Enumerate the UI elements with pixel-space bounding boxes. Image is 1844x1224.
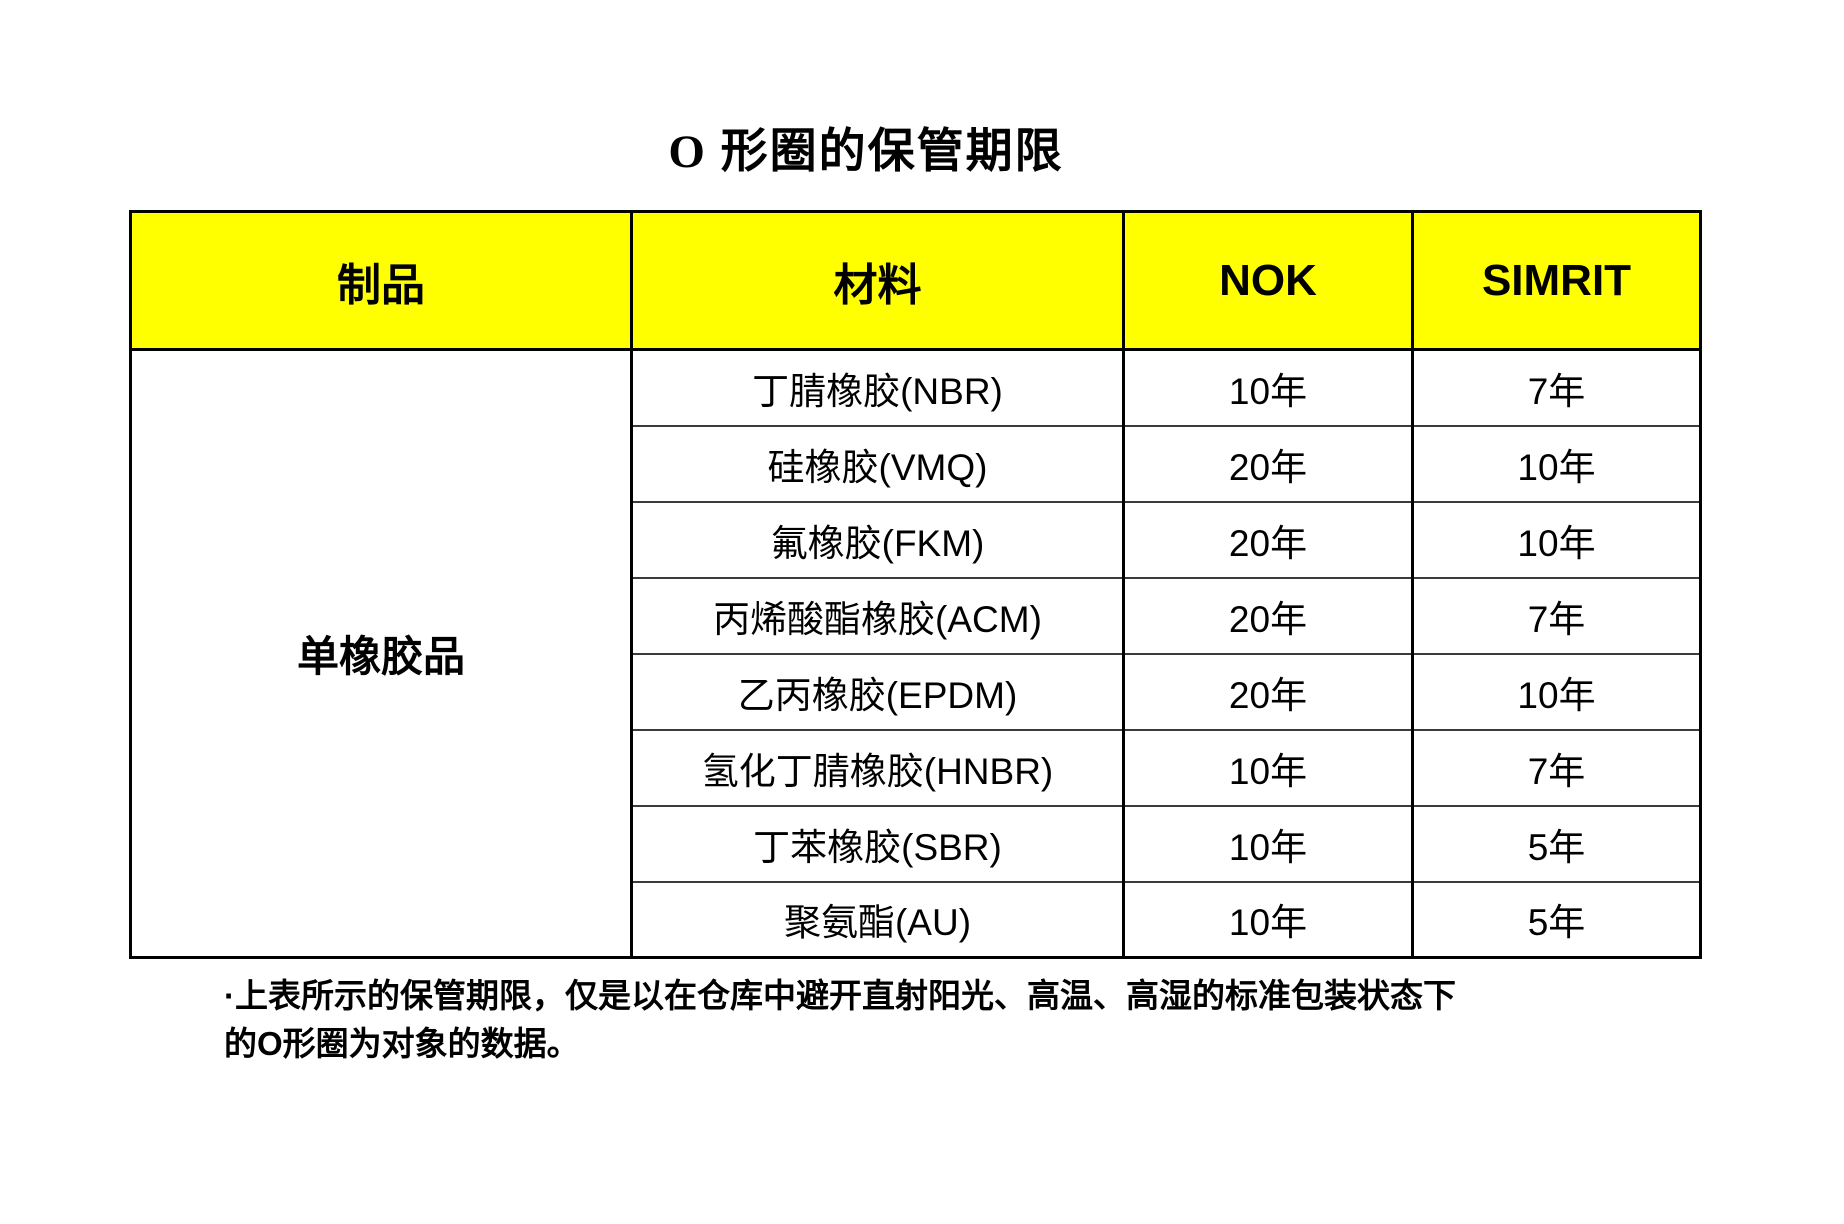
header-row: 制品 材料 NOK SIMRIT <box>129 211 1702 351</box>
material-cell: 硅橡胶(VMQ) <box>630 424 1125 503</box>
simrit-cell: 7年 <box>1411 576 1702 655</box>
material-cell: 乙丙橡胶(EPDM) <box>630 652 1125 731</box>
nok-cell: 20年 <box>1122 424 1414 503</box>
material-cell: 氢化丁腈橡胶(HNBR) <box>630 728 1125 807</box>
header-simrit: SIMRIT <box>1411 211 1702 351</box>
nok-cell: 20年 <box>1122 576 1414 655</box>
material-cell: 丁腈橡胶(NBR) <box>630 348 1125 427</box>
simrit-cell: 10年 <box>1411 500 1702 579</box>
footnote-line2: 的O形圈为对象的数据。 <box>224 1025 580 1062</box>
material-cell: 聚氨酯(AU) <box>630 880 1125 959</box>
footnote: ·上表所示的保管期限，仅是以在仓库中避开直射阳光、高温、高湿的标准包装状态下 的… <box>224 972 1584 1068</box>
table-row: 单橡胶品 丁腈橡胶(NBR) 10年 7年 <box>129 348 1702 958</box>
nok-cell: 20年 <box>1122 652 1414 731</box>
nok-cell: 10年 <box>1122 880 1414 959</box>
nok-cell: 20年 <box>1122 500 1414 579</box>
table-row: 聚氨酯(AU) 10年 5年 <box>131 880 1702 959</box>
material-cell: 氟橡胶(FKM) <box>630 500 1125 579</box>
table-row: 丁苯橡胶(SBR) 10年 5年 <box>131 804 1702 883</box>
nok-cell: 10年 <box>1122 728 1414 807</box>
page-title: O 形圈的保管期限 <box>668 126 1064 178</box>
simrit-cell: 10年 <box>1411 652 1702 731</box>
table-row: 硅橡胶(VMQ) 20年 10年 <box>131 424 1702 503</box>
table-row: 乙丙橡胶(EPDM) 20年 10年 <box>131 652 1702 731</box>
simrit-cell: 5年 <box>1411 804 1702 883</box>
header-nok: NOK <box>1122 211 1414 351</box>
nok-cell: 10年 <box>1122 804 1414 883</box>
table-row: 丙烯酸酯橡胶(ACM) 20年 7年 <box>131 576 1702 655</box>
table-row: 氟橡胶(FKM) 20年 10年 <box>131 500 1702 579</box>
simrit-cell: 10年 <box>1411 424 1702 503</box>
table-row: 氢化丁腈橡胶(HNBR) 10年 7年 <box>131 728 1702 807</box>
header-material: 材料 <box>630 211 1125 351</box>
nok-cell: 10年 <box>1122 348 1414 427</box>
storage-period-table: 制品 材料 NOK SIMRIT 单橡胶品 丁腈橡胶(NBR) 10年 7年 硅… <box>129 210 1702 959</box>
material-cell: 丙烯酸酯橡胶(ACM) <box>630 576 1125 655</box>
material-cell: 丁苯橡胶(SBR) <box>630 804 1125 883</box>
header-product: 制品 <box>129 211 633 351</box>
product-cell: 单橡胶品 <box>129 349 633 958</box>
simrit-cell: 7年 <box>1411 348 1702 427</box>
simrit-cell: 5年 <box>1411 880 1702 959</box>
simrit-cell: 7年 <box>1411 728 1702 807</box>
footnote-line1: ·上表所示的保管期限，仅是以在仓库中避开直射阳光、高温、高湿的标准包装状态下 <box>224 977 1456 1014</box>
